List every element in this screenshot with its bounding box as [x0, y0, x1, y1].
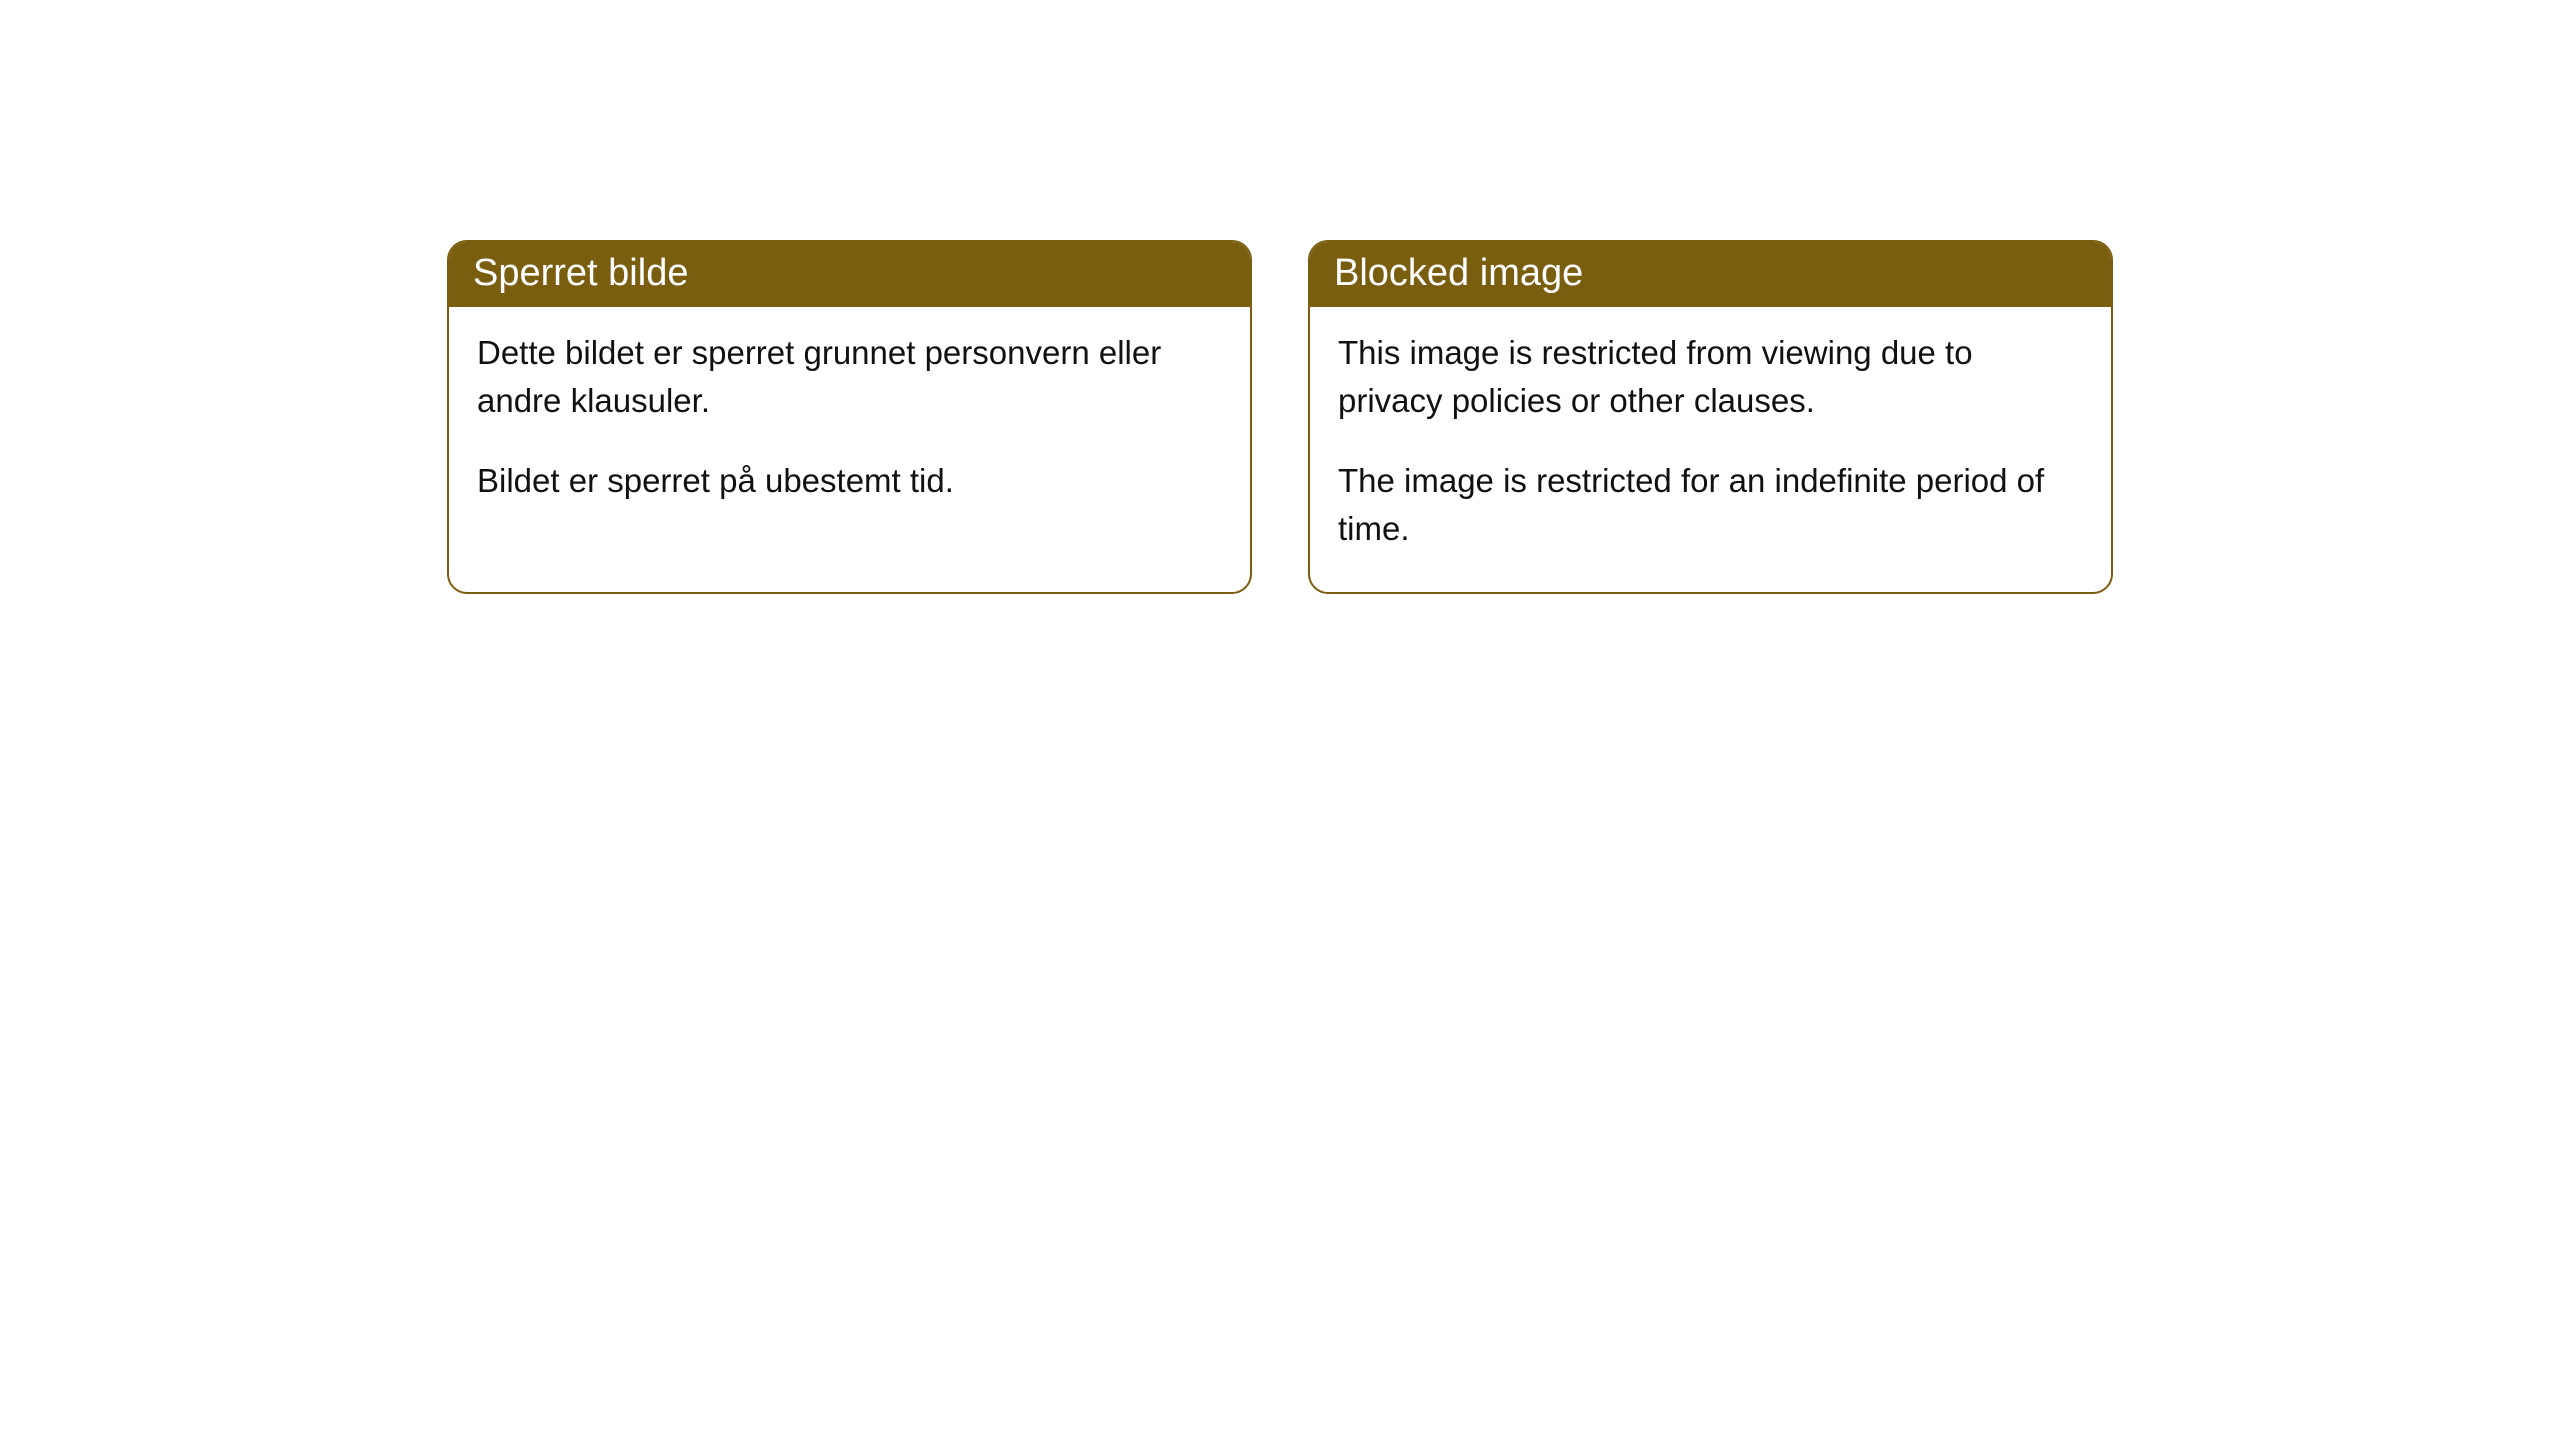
card-blocked-no: Sperret bilde Dette bildet er sperret gr… — [447, 240, 1252, 594]
card-blocked-en: Blocked image This image is restricted f… — [1308, 240, 2113, 594]
card-paragraph: Bildet er sperret på ubestemt tid. — [477, 457, 1222, 505]
card-paragraph: The image is restricted for an indefinit… — [1338, 457, 2083, 553]
card-body: Dette bildet er sperret grunnet personve… — [449, 307, 1250, 545]
cards-container: Sperret bilde Dette bildet er sperret gr… — [0, 0, 2560, 594]
card-paragraph: This image is restricted from viewing du… — [1338, 329, 2083, 425]
card-header: Sperret bilde — [449, 242, 1250, 307]
card-body: This image is restricted from viewing du… — [1310, 307, 2111, 592]
card-paragraph: Dette bildet er sperret grunnet personve… — [477, 329, 1222, 425]
card-header: Blocked image — [1310, 242, 2111, 307]
